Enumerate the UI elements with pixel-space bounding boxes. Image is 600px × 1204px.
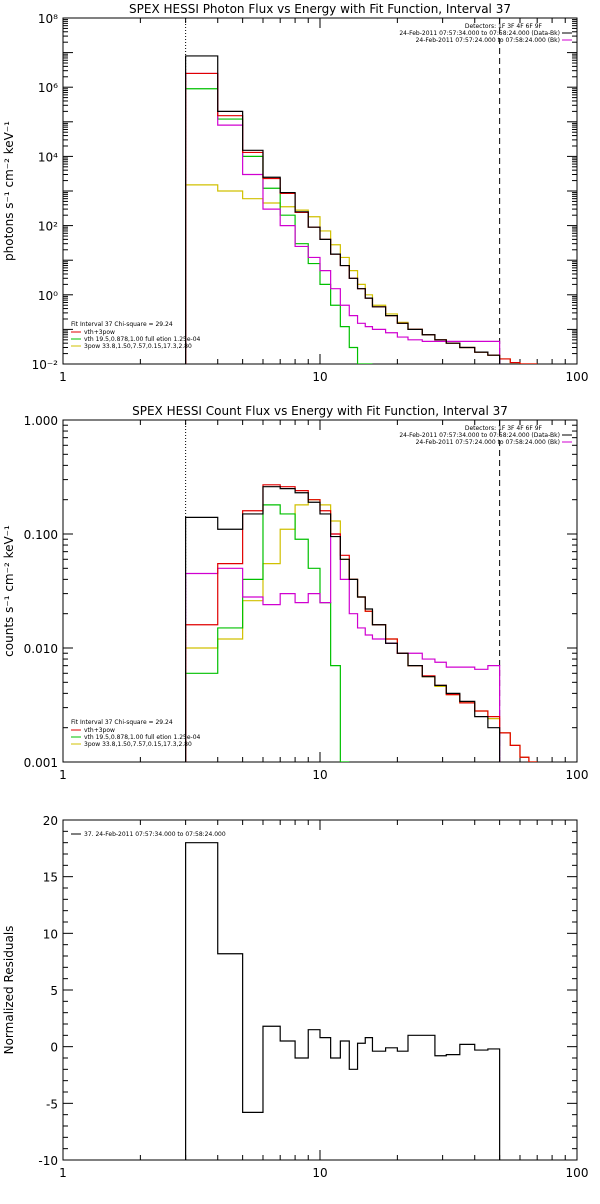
legend-entry: 24-Feb-2011 07:57:34.000 to 07:58:24.000… [399, 432, 560, 439]
x-tick-label: 10 [312, 370, 327, 384]
legend-entry: 24-Feb-2011 07:57:34.000 to 07:58:24.000… [399, 30, 560, 37]
series-bk [185, 533, 501, 762]
legend-entry: vth 19.5,0.878,1.00 full etion 1.25e-04 [84, 734, 201, 741]
series-vth-3pow [185, 72, 538, 364]
y-tick-label: 10² [38, 220, 58, 234]
legend-fit-interval: Fit Interval 37 Chi-square = 29.24 [71, 719, 173, 726]
chart-panel-1: 1 10 100 10⁻² 10⁰ 10² 10⁴ 10⁶ 10⁸ SPEX HESSI Phot… [2, 2, 588, 384]
series-group [185, 842, 501, 1160]
legend-entry: 24-Feb-2011 07:57:24.000 to 07:58:24.000… [416, 37, 560, 44]
legend-entry: 3pow 33.8,1.50,7.57,0.15,17.3,2.80 [84, 741, 192, 748]
y-tick-label: 20 [43, 814, 58, 828]
y-tick-label: -5 [46, 1097, 58, 1111]
series-37 [185, 842, 501, 1160]
x-tick-label: 100 [566, 370, 589, 384]
y-tick-label: 0.010 [24, 642, 58, 656]
x-tick-label: 1 [59, 1166, 67, 1180]
y-tick-label: 10⁸ [38, 12, 58, 26]
y-tick-label: 10 [43, 927, 58, 941]
y-tick-label: 15 [43, 871, 58, 885]
y-tick-label: 1.000 [24, 414, 58, 428]
series-data-bk [185, 486, 501, 762]
legend-detectors: Detectors: 1F 3F 4F 6F 9F [465, 23, 543, 30]
chart-title: SPEX HESSI Count Flux vs Energy with Fit… [132, 404, 508, 418]
series-3pow [185, 184, 538, 364]
legend-entry: vth+3pow [84, 727, 115, 734]
x-tick-label: 1 [59, 768, 67, 782]
legend-entry: 24-Feb-2011 07:57:24.000 to 07:58:24.000… [416, 439, 560, 446]
series-group [185, 55, 538, 364]
chart-title: SPEX HESSI Photon Flux vs Energy with Fi… [129, 2, 511, 16]
series-bk [185, 72, 501, 364]
chart-panel-3: 1 10 100 -10 -5 0 5 10 15 20 Normalized Residuals 3… [2, 814, 588, 1180]
y-tick-label: 0.100 [24, 528, 58, 542]
x-tick-label: 10 [312, 1166, 327, 1180]
legend-detectors: Detectors: 1F 3F 4F 6F 9F [465, 425, 543, 432]
x-tick-label: 1 [59, 370, 67, 384]
y-tick-label: 10⁰ [38, 289, 58, 303]
series-vth [185, 504, 350, 762]
y-tick-label: 10⁻² [32, 358, 59, 372]
y-tick-label: 0.001 [24, 756, 58, 770]
series-group [185, 484, 538, 762]
legend-entry: 3pow 33.8,1.50,7.57,0.15,17.3,2.80 [84, 343, 192, 350]
x-tick-label: 100 [566, 1166, 589, 1180]
y-tick-label: -10 [38, 1154, 58, 1168]
y-axis-label: counts s⁻¹ cm⁻² keV⁻¹ [2, 525, 16, 657]
series-data-bk [185, 55, 501, 364]
legend-fit-interval: Fit Interval 37 Chi-square = 29.24 [71, 321, 173, 328]
y-axis-label: photons s⁻¹ cm⁻² keV⁻¹ [2, 121, 16, 261]
x-tick-label: 10 [312, 768, 327, 782]
series-vth [185, 88, 373, 364]
y-tick-label: 0 [50, 1041, 58, 1055]
series-3pow [185, 499, 538, 762]
legend-entry: 37. 24-Feb-2011 07:57:34.000 to 07:58:24… [84, 831, 226, 838]
y-tick-label: 5 [50, 984, 58, 998]
y-axis-label: Normalized Residuals [2, 926, 16, 1055]
legend-entry: vth+3pow [84, 329, 115, 336]
legend-entry: vth 19.5,0.878,1.00 full etion 1.25e-04 [84, 336, 201, 343]
x-tick-label: 100 [566, 768, 589, 782]
y-tick-label: 10⁶ [38, 81, 58, 95]
y-tick-label: 10⁴ [38, 150, 58, 164]
chart-panel-2: 1 10 100 0.001 0.010 0.100 1.000 SPEX HESSI Cou… [2, 404, 588, 782]
series-vth-3pow [185, 484, 538, 762]
